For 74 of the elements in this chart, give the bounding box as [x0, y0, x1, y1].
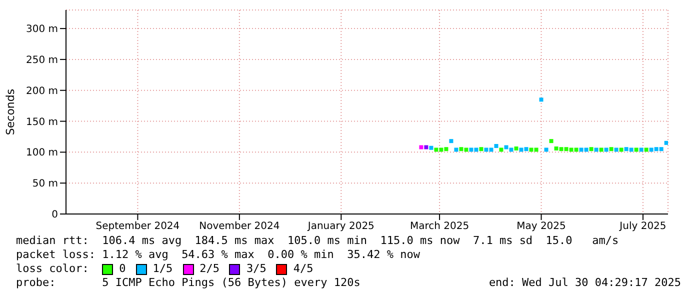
point	[554, 146, 558, 150]
y-tick-label: 50 m	[32, 178, 58, 190]
text: median rtt: 106.4 ms avg 184.5 ms max 105.0 ms min 115.0 ms now 7.1 ms sd 15.0 am/s	[15, 234, 620, 248]
y-tick-label: 150 m	[26, 116, 58, 128]
text: end: Wed Jul 30 04:29:17 2025	[488, 276, 681, 290]
point	[639, 148, 644, 152]
point	[569, 148, 574, 152]
point	[659, 147, 664, 152]
legend-label: 4/5	[293, 262, 314, 276]
point	[664, 140, 668, 145]
point	[584, 148, 588, 152]
x-tick-label: September 2024	[96, 221, 180, 232]
point	[634, 148, 638, 152]
y-tick-label: 0	[52, 210, 58, 221]
x-tick-label: May 2025	[516, 221, 566, 232]
point	[594, 148, 598, 152]
point	[439, 148, 444, 152]
point	[589, 147, 594, 152]
text: packet loss: 1.12 % avg 54.63 % max 0.00 % min 35.42 % now	[15, 248, 421, 262]
point	[654, 147, 658, 152]
legend-label: 1/5	[152, 262, 173, 276]
point	[489, 148, 494, 152]
point	[514, 146, 518, 150]
point	[479, 147, 484, 152]
point	[579, 148, 584, 152]
point	[454, 148, 458, 152]
point	[609, 147, 614, 152]
x-tick-label: March 2025	[410, 221, 470, 232]
point	[574, 148, 578, 152]
point	[449, 139, 454, 144]
point	[424, 145, 428, 150]
legend-label: 3/5	[246, 262, 266, 276]
point	[494, 144, 498, 148]
point	[419, 145, 424, 150]
point	[459, 147, 464, 152]
point	[509, 148, 514, 152]
x-tick-label: November 2024	[199, 221, 280, 232]
point	[469, 148, 474, 152]
point	[434, 148, 438, 152]
point	[464, 148, 468, 152]
point	[629, 148, 634, 152]
y-tick-label: 100 m	[26, 148, 58, 159]
y-tick-label: 300 m	[26, 24, 58, 36]
point	[484, 148, 488, 152]
point	[429, 146, 434, 150]
point	[544, 148, 548, 152]
point	[474, 148, 478, 152]
point	[644, 148, 648, 152]
y-axis-title: Seconds	[4, 88, 17, 136]
point	[524, 147, 528, 152]
point	[534, 148, 538, 152]
x-tick-label: January 2025	[306, 221, 374, 232]
y-tick-label: 250 m	[26, 55, 58, 66]
point	[604, 148, 608, 152]
point	[624, 147, 628, 152]
point	[519, 148, 524, 152]
point	[549, 139, 554, 144]
y-tick-label: 200 m	[26, 86, 58, 97]
legend-label: 0	[119, 262, 126, 276]
point	[444, 147, 448, 152]
legend-title: loss color:	[16, 262, 90, 276]
point	[564, 147, 568, 152]
point	[599, 148, 604, 152]
point	[614, 148, 618, 152]
point	[499, 148, 504, 152]
legend-label: 2/5	[200, 262, 220, 276]
point	[619, 148, 624, 152]
point	[529, 148, 534, 152]
point	[539, 98, 544, 102]
point	[504, 145, 508, 150]
point	[559, 147, 564, 152]
point	[649, 148, 654, 152]
x-tick-label: July 2025	[618, 221, 666, 232]
text: probe: 5 ICMP Echo Pings (56 Bytes) every 120s	[16, 276, 360, 290]
